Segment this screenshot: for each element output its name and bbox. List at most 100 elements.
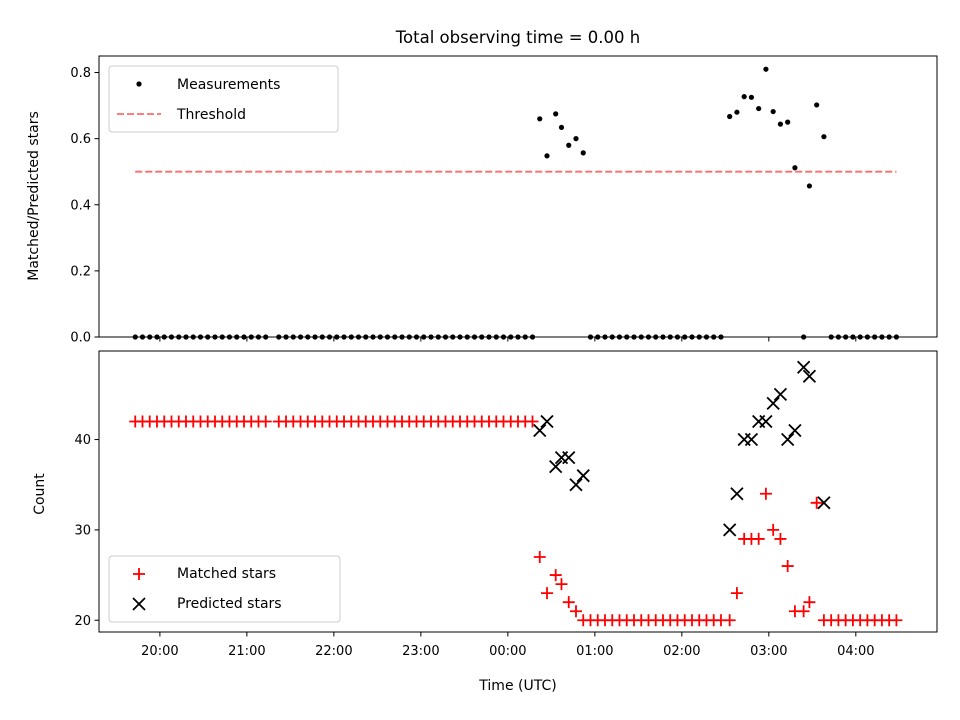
top-y-tick-label: 0.2 xyxy=(70,264,91,279)
matched-star-point xyxy=(890,614,903,627)
bottom-y-tick-label: 20 xyxy=(74,614,91,629)
measurement-point xyxy=(821,134,827,140)
measurement-point xyxy=(529,334,536,340)
measurement-point xyxy=(756,105,762,112)
predicted-star-point xyxy=(549,460,563,474)
legend-threshold-label: Threshold xyxy=(176,107,246,123)
measurement-point xyxy=(139,334,146,340)
measurement-point xyxy=(674,334,681,340)
measurement-point xyxy=(689,334,695,340)
top-plot: 0.0 0.2 0.4 0.6 0.8 xyxy=(70,55,938,346)
predicted-star-point xyxy=(730,487,744,501)
measurement-point xyxy=(718,334,724,340)
measurement-point xyxy=(814,102,820,108)
measurement-point xyxy=(348,334,354,340)
measurement-point xyxy=(384,334,391,340)
measurement-point xyxy=(263,334,269,340)
matched-star-point xyxy=(562,596,575,609)
measurement-point xyxy=(241,334,247,340)
matched-star-point xyxy=(540,587,553,600)
measurement-point xyxy=(190,334,196,340)
x-tick-label: 23:00 xyxy=(402,644,439,659)
measurement-point xyxy=(734,109,740,115)
measurement-point xyxy=(522,334,528,340)
predicted-star-point xyxy=(723,523,737,537)
measurement-point xyxy=(297,334,304,340)
measurement-point xyxy=(334,334,340,340)
measurement-point xyxy=(248,334,254,340)
x-tick-label: 03:00 xyxy=(750,644,787,659)
measurement-point xyxy=(442,334,449,340)
measurement-point xyxy=(667,334,673,340)
bottom-y-tick-label: 30 xyxy=(74,523,91,538)
bottom-y-axis-label: Count xyxy=(32,473,48,515)
measurement-point xyxy=(406,334,412,340)
measurement-point xyxy=(682,334,688,340)
measurement-point xyxy=(147,334,153,340)
measurement-point xyxy=(428,334,434,340)
measurement-point xyxy=(828,334,834,340)
measurement-point xyxy=(377,334,383,340)
measurement-point xyxy=(609,334,615,340)
measurement-point xyxy=(183,334,189,340)
bottom-legend-frame xyxy=(108,555,341,623)
top-legend-frame xyxy=(108,65,339,133)
predicted-star-point xyxy=(796,360,811,374)
measurement-point xyxy=(801,334,807,340)
top-y-tick-label: 0.6 xyxy=(70,132,91,147)
predicted-star-point xyxy=(744,432,759,447)
measurement-point xyxy=(205,334,211,340)
measurement-point xyxy=(508,334,514,340)
predicted-star-point xyxy=(788,423,802,438)
top-y-tick-label: 0.0 xyxy=(70,331,91,346)
x-tick-label: 02:00 xyxy=(663,644,700,659)
measurement-point xyxy=(479,334,485,340)
x-tick-label: 00:00 xyxy=(489,644,526,659)
bottom-plot: 20 30 40 20:00 21:00 22:00 23:00 00:00 01:00 02:0… xyxy=(74,350,938,659)
measurement-point xyxy=(624,334,630,340)
measurement-point xyxy=(857,334,863,340)
predicted-star-point xyxy=(533,423,547,438)
measurement-point xyxy=(573,136,579,142)
measurement-point xyxy=(290,334,296,340)
x-tick-label: 22:00 xyxy=(315,644,352,659)
measurement-point xyxy=(219,334,225,340)
matched-star-point xyxy=(767,523,780,536)
measurement-point xyxy=(703,334,710,340)
top-legend: Measurements Threshold xyxy=(108,65,339,133)
matched-star-point xyxy=(752,532,765,545)
measurement-point xyxy=(226,334,233,340)
measurement-point xyxy=(341,334,347,340)
measurement-point xyxy=(276,334,282,340)
measurement-point xyxy=(792,165,798,171)
x-tick-label: 04:00 xyxy=(837,644,874,659)
top-y-tick-label: 0.8 xyxy=(70,66,91,81)
measurement-point xyxy=(537,116,543,122)
measurement-point xyxy=(879,334,885,340)
measurement-point xyxy=(553,111,559,117)
predicted-star-point xyxy=(817,496,831,510)
measurement-point xyxy=(741,94,747,100)
matched-star-point xyxy=(526,415,539,428)
bottom-legend: Matched stars Predicted stars xyxy=(108,555,341,623)
measurement-point xyxy=(872,334,878,340)
measurement-point xyxy=(763,66,769,72)
measurement-point xyxy=(392,334,398,340)
measurement-point xyxy=(696,334,702,340)
measurement-point xyxy=(234,334,240,340)
measurement-point xyxy=(850,334,856,340)
legend-matched-label: Matched stars xyxy=(177,566,276,582)
matched-star-point xyxy=(759,487,772,500)
matched-star-point xyxy=(569,605,582,618)
measurement-point xyxy=(631,334,637,340)
measurement-point xyxy=(566,142,572,148)
measurement-point xyxy=(727,113,733,120)
x-tick-label: 21:00 xyxy=(228,644,265,659)
matched-star-point xyxy=(730,587,743,600)
bottom-axes-frame xyxy=(98,350,938,633)
measurement-point xyxy=(515,334,521,340)
measurement-point xyxy=(132,334,138,340)
legend-predicted-label: Predicted stars xyxy=(177,596,282,612)
measurement-point xyxy=(176,334,182,340)
chart-title: Total observing time = 0.00 h xyxy=(395,28,640,47)
